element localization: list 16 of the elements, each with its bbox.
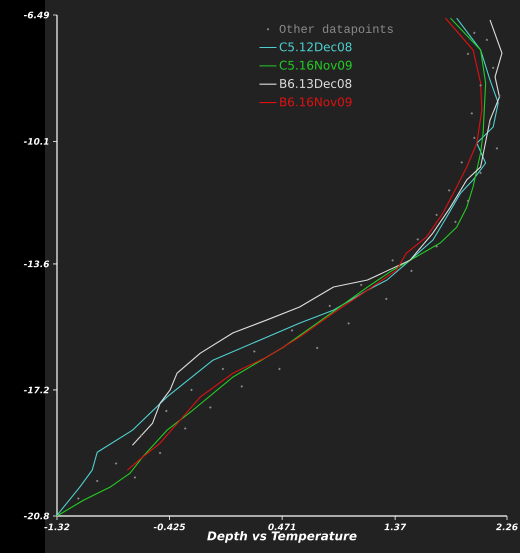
legend-label: B6.13Dec08 (280, 79, 352, 88)
x-tick-label: 2.26 (496, 524, 518, 530)
y-tick-label: -17.2 (24, 386, 49, 394)
y-tick-label: -20.8 (24, 512, 49, 520)
legend-label: Other datapoints (279, 24, 393, 36)
x-tick-label: 1.37 (384, 524, 406, 530)
x-tick-label: 0.471 (268, 524, 296, 530)
x-axis-title: Depth vs Temperature (207, 531, 356, 543)
y-tick-label: -6.49 (24, 12, 49, 18)
legend-label: C5.12Dec08 (280, 42, 352, 52)
legend-label: C5.16Nov09 (280, 60, 352, 70)
x-tick-label: -1.32 (44, 524, 70, 530)
y-tick-label: -10.1 (24, 138, 48, 145)
y-tick-label: -13.6 (24, 260, 49, 268)
legend-label: B6.16Nov09 (280, 97, 352, 106)
x-tick-label: -0.425 (153, 524, 185, 530)
